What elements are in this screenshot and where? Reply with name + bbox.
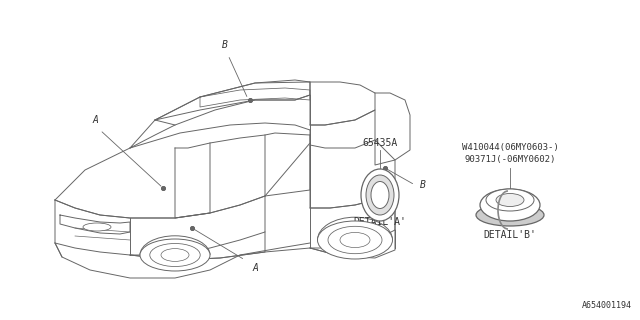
Text: A654001194: A654001194 bbox=[582, 301, 632, 310]
Ellipse shape bbox=[83, 223, 111, 231]
Ellipse shape bbox=[480, 189, 540, 221]
Ellipse shape bbox=[371, 181, 389, 209]
Text: B: B bbox=[222, 40, 228, 50]
Text: W410044(06MY0603-): W410044(06MY0603-) bbox=[461, 143, 558, 152]
Ellipse shape bbox=[496, 194, 524, 206]
Ellipse shape bbox=[161, 249, 189, 261]
Ellipse shape bbox=[340, 232, 370, 248]
Text: B: B bbox=[420, 180, 426, 190]
Text: 65435A: 65435A bbox=[362, 138, 397, 148]
Ellipse shape bbox=[476, 204, 544, 226]
Ellipse shape bbox=[366, 175, 394, 215]
Ellipse shape bbox=[317, 221, 392, 259]
Text: 90371J(-06MY0602): 90371J(-06MY0602) bbox=[464, 155, 556, 164]
Text: A: A bbox=[252, 263, 258, 273]
Text: DETAIL'B': DETAIL'B' bbox=[484, 230, 536, 240]
Ellipse shape bbox=[328, 226, 382, 254]
Ellipse shape bbox=[150, 244, 200, 267]
Text: A: A bbox=[92, 115, 98, 125]
Text: DETAIL'A': DETAIL'A' bbox=[353, 217, 406, 227]
Ellipse shape bbox=[140, 239, 210, 271]
Ellipse shape bbox=[361, 169, 399, 221]
Ellipse shape bbox=[486, 189, 534, 211]
